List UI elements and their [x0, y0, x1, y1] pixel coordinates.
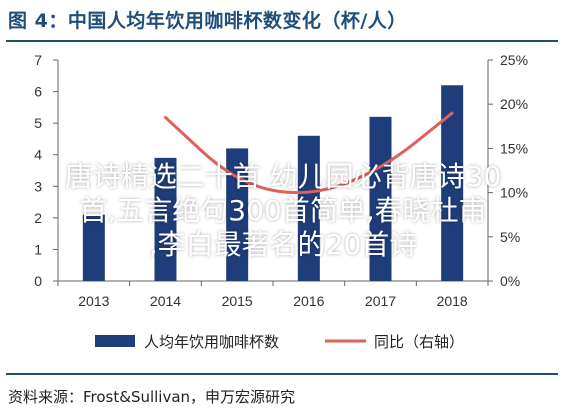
y-left-tick-label: 2 — [34, 210, 42, 226]
y-right-tick-label: 5% — [500, 229, 520, 245]
y-left-tick-label: 4 — [34, 147, 42, 163]
series-line-yoy — [164, 111, 454, 195]
legend-label-bar: 人均年饮用咖啡杯数 — [144, 334, 279, 351]
y-left-tick-label: 6 — [34, 84, 42, 100]
bar — [226, 148, 249, 281]
x-tick-label: 2014 — [150, 293, 181, 309]
bar — [441, 85, 464, 281]
y-left-tick-label: 0 — [34, 273, 42, 289]
source-note: 资料来源：Frost&Sullivan，申万宏源研究 — [8, 388, 296, 406]
legend-label-line: 同比（右轴） — [374, 334, 464, 351]
x-tick-label: 2016 — [293, 293, 324, 309]
y-left-tick-label: 3 — [34, 178, 42, 194]
y-right-tick-label: 25% — [500, 52, 528, 68]
legend-swatch-bar — [95, 335, 135, 347]
y-right-tick-label: 0% — [500, 273, 520, 289]
source-divider — [6, 373, 558, 375]
bar — [82, 214, 105, 281]
y-right-tick-label: 15% — [500, 140, 528, 156]
x-tick-label: 2018 — [437, 293, 468, 309]
figure-title: 图 4：中国人均年饮用咖啡杯数变化（杯/人） — [8, 10, 407, 32]
y-left-tick-label: 7 — [34, 52, 42, 68]
x-tick-label: 2015 — [222, 293, 253, 309]
y-left-tick-label: 5 — [34, 115, 42, 131]
y-right-tick-label: 10% — [500, 185, 528, 201]
bar — [369, 116, 392, 281]
bar — [297, 135, 320, 281]
title-divider — [6, 40, 558, 42]
y-left-tick-label: 1 — [34, 241, 42, 257]
x-tick-label: 2017 — [365, 293, 396, 309]
y-right-tick-label: 20% — [500, 96, 528, 112]
chart-area: 0 1 2 3 4 5 6 7 0% 5% 10% 15% 20% 25% 2013 2014 2015 2016… — [34, 52, 528, 351]
x-tick-label: 2013 — [78, 293, 109, 309]
bar — [154, 157, 177, 281]
